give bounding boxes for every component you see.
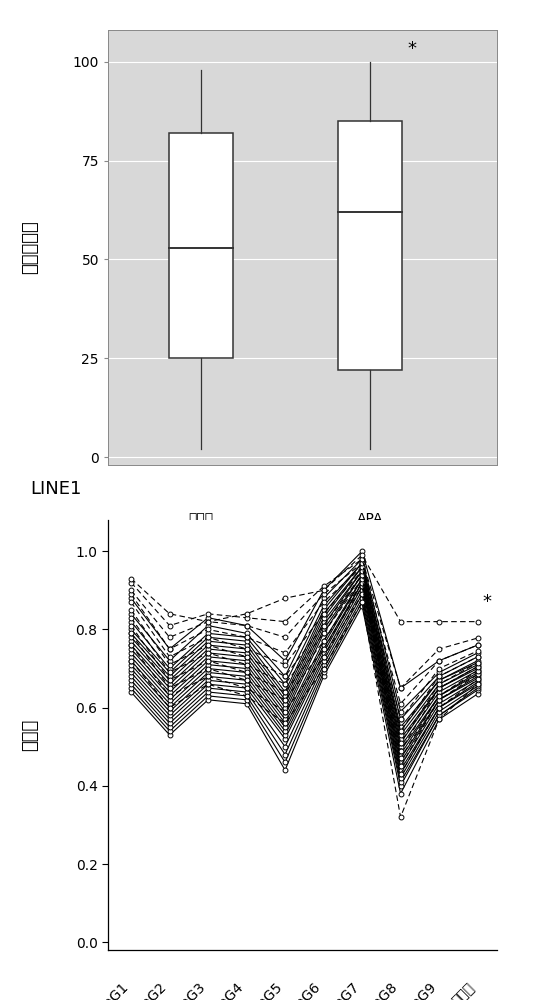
Text: CpG2: CpG2 [133, 980, 170, 1000]
Text: 年轻的: 年轻的 [188, 512, 213, 526]
Text: CpG1: CpG1 [94, 980, 131, 1000]
Text: CpG3: CpG3 [171, 980, 208, 1000]
Bar [338, 121, 402, 370]
Text: CpG8: CpG8 [363, 980, 401, 1000]
Text: APA: APA [357, 512, 383, 526]
Text: 平均值: 平均值 [450, 980, 477, 1000]
Text: *: * [408, 40, 417, 58]
Bar [169, 133, 233, 358]
Text: 平均甲基化: 平均甲基化 [21, 221, 39, 274]
Text: 甲基化: 甲基化 [21, 719, 39, 751]
Text: CpG6: CpG6 [287, 980, 323, 1000]
Text: CpG7: CpG7 [325, 980, 362, 1000]
Text: CpG4: CpG4 [210, 980, 247, 1000]
Text: CpG5: CpG5 [248, 980, 285, 1000]
Text: LINE1: LINE1 [30, 481, 82, 498]
Text: *: * [482, 593, 491, 611]
Text: CpG9: CpG9 [402, 980, 439, 1000]
